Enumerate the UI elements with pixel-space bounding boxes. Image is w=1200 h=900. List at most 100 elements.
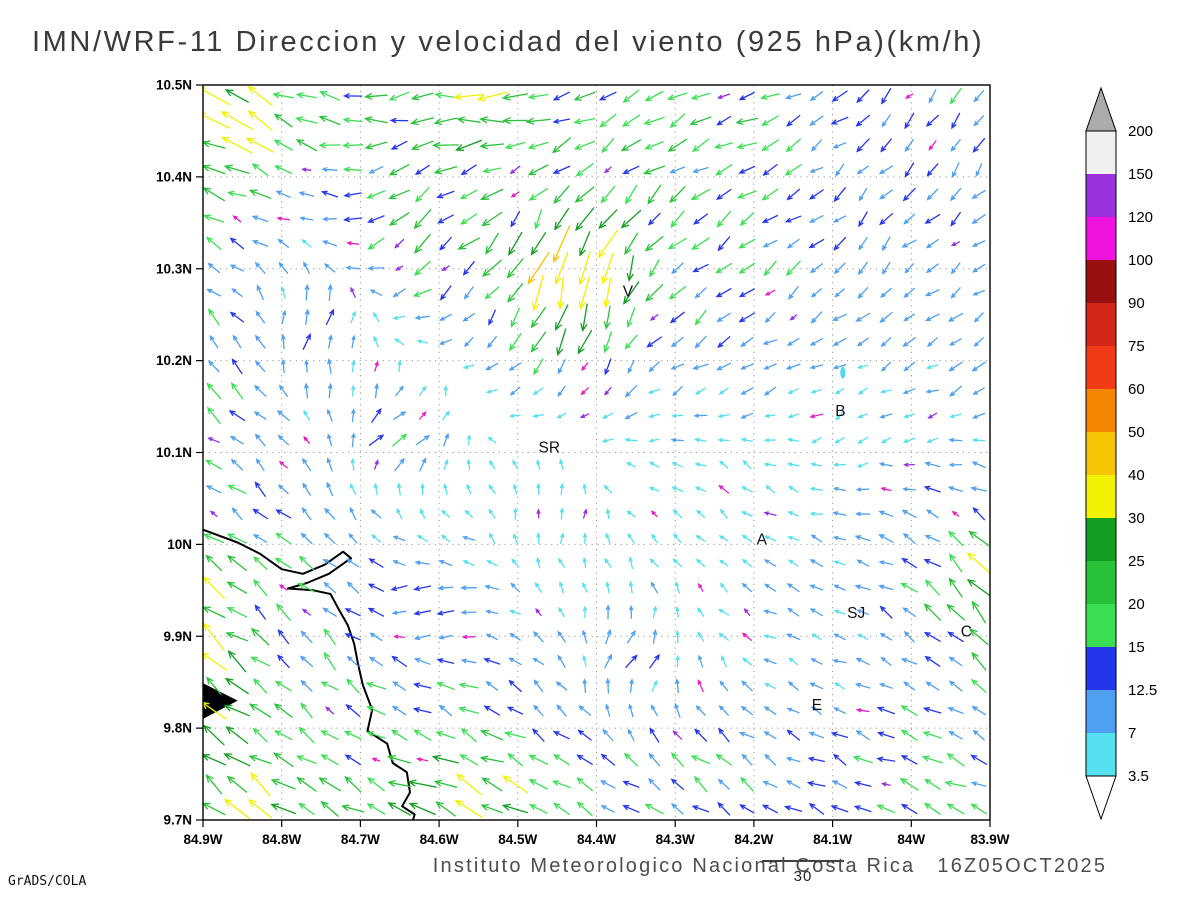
wind-arrow: [675, 678, 680, 694]
wind-arrow: [832, 753, 847, 766]
wind-arrow: [245, 137, 275, 153]
wind-arrow: [808, 731, 825, 739]
wind-arrow: [605, 677, 611, 694]
wind-arrow: [689, 116, 712, 126]
wind-arrow: [672, 533, 682, 544]
y-tick-label: 10.5N: [156, 78, 192, 93]
wind-arrow: [647, 388, 661, 394]
wind-arrow: [833, 236, 847, 251]
wind-arrow: [599, 780, 616, 789]
x-tick-label: 84.2W: [734, 832, 773, 847]
wind-arrow: [742, 459, 752, 470]
wind-arrow: [416, 339, 428, 344]
wind-arrow: [576, 777, 593, 792]
wind-arrow: [574, 186, 595, 203]
wind-arrow: [480, 804, 504, 814]
wind-arrow: [947, 707, 964, 715]
wind-arrow: [719, 680, 729, 692]
wind-arrow: [695, 705, 706, 716]
wind-arrow: [903, 681, 916, 691]
wind-arrow: [582, 678, 587, 693]
wind-arrow: [644, 90, 664, 102]
wind-arrow: [672, 730, 683, 740]
wind-arrow: [557, 385, 566, 398]
colorbar-segment: [1086, 346, 1116, 389]
wind-arrow: [718, 559, 729, 567]
x-tick-label: 84.7W: [341, 832, 380, 847]
colorbar-segment: [1086, 260, 1116, 303]
wind-arrow: [973, 90, 985, 103]
wind-arrow: [208, 360, 220, 373]
wind-arrow: [649, 727, 660, 743]
wind-arrow: [831, 90, 848, 102]
wind-arrow: [420, 482, 425, 495]
wind-arrow: [485, 362, 499, 371]
wind-arrow: [808, 189, 824, 200]
wind-arrow: [414, 164, 430, 175]
wind-arrow: [605, 581, 610, 594]
wind-arrow: [648, 486, 660, 492]
wind-arrow: [718, 484, 730, 494]
wind-arrow: [740, 486, 753, 493]
wind-arrow: [718, 387, 729, 395]
wind-arrow: [903, 313, 916, 322]
wind-arrow: [647, 777, 661, 791]
wind-arrow: [738, 262, 756, 274]
wind-arrow: [253, 578, 268, 596]
wind-arrow: [650, 510, 658, 518]
wind-arrow: [718, 727, 730, 743]
wind-arrow: [833, 584, 846, 591]
wind-arrow: [947, 486, 963, 493]
wind-arrow: [669, 311, 685, 324]
wind-arrow: [431, 141, 459, 149]
wind-arrow: [832, 215, 847, 223]
wind-arrow: [605, 604, 611, 620]
wind-arrow: [298, 802, 315, 816]
wind-arrow: [436, 658, 455, 664]
wind-arrow: [483, 657, 501, 665]
wind-arrow: [903, 630, 915, 643]
wind-arrow: [858, 187, 868, 202]
wind-arrow: [248, 755, 272, 765]
wind-arrow: [950, 211, 961, 227]
wind-arrow: [694, 728, 708, 742]
wind-arrow: [275, 190, 291, 198]
wind-arrow: [600, 805, 615, 813]
wind-arrow: [582, 629, 588, 644]
wind-arrow: [344, 775, 362, 793]
wind-arrow: [508, 679, 522, 693]
wind-arrow: [717, 413, 730, 419]
wind-arrow: [648, 361, 660, 373]
wind-arrow: [232, 215, 242, 223]
y-tick-label: 9.8N: [163, 721, 192, 736]
wind-arrow: [510, 582, 520, 593]
wind-arrow: [509, 165, 521, 175]
wind-arrow: [879, 389, 892, 394]
wind-arrow: [694, 309, 707, 326]
wind-arrow: [326, 481, 334, 497]
colorbar-label: 75: [1128, 338, 1145, 355]
wind-arrow: [508, 362, 522, 371]
colorbar-label: 60: [1128, 381, 1145, 398]
wind-arrow: [573, 140, 596, 150]
wind-arrow: [439, 285, 452, 301]
wind-arrow: [582, 654, 587, 668]
wind-arrow: [648, 438, 660, 443]
wind-arrow: [809, 511, 823, 516]
wind-arrow: [368, 558, 384, 568]
wind-arrow: [552, 754, 570, 766]
wind-arrow: [924, 461, 941, 468]
wind-arrow: [690, 92, 711, 100]
wind-arrow: [922, 731, 942, 739]
wind-arrow: [581, 362, 589, 372]
colorbar-label: 25: [1128, 553, 1145, 570]
wind-arrow: [741, 582, 753, 593]
wind-arrow: [344, 754, 361, 766]
x-tick-label: 84.9W: [183, 832, 222, 847]
wind-arrow: [351, 334, 356, 349]
wind-arrow: [508, 231, 523, 256]
wind-arrow: [504, 141, 526, 150]
wind-arrow: [627, 359, 635, 374]
wind-arrow: [416, 757, 429, 762]
wind-arrow: [373, 482, 378, 496]
